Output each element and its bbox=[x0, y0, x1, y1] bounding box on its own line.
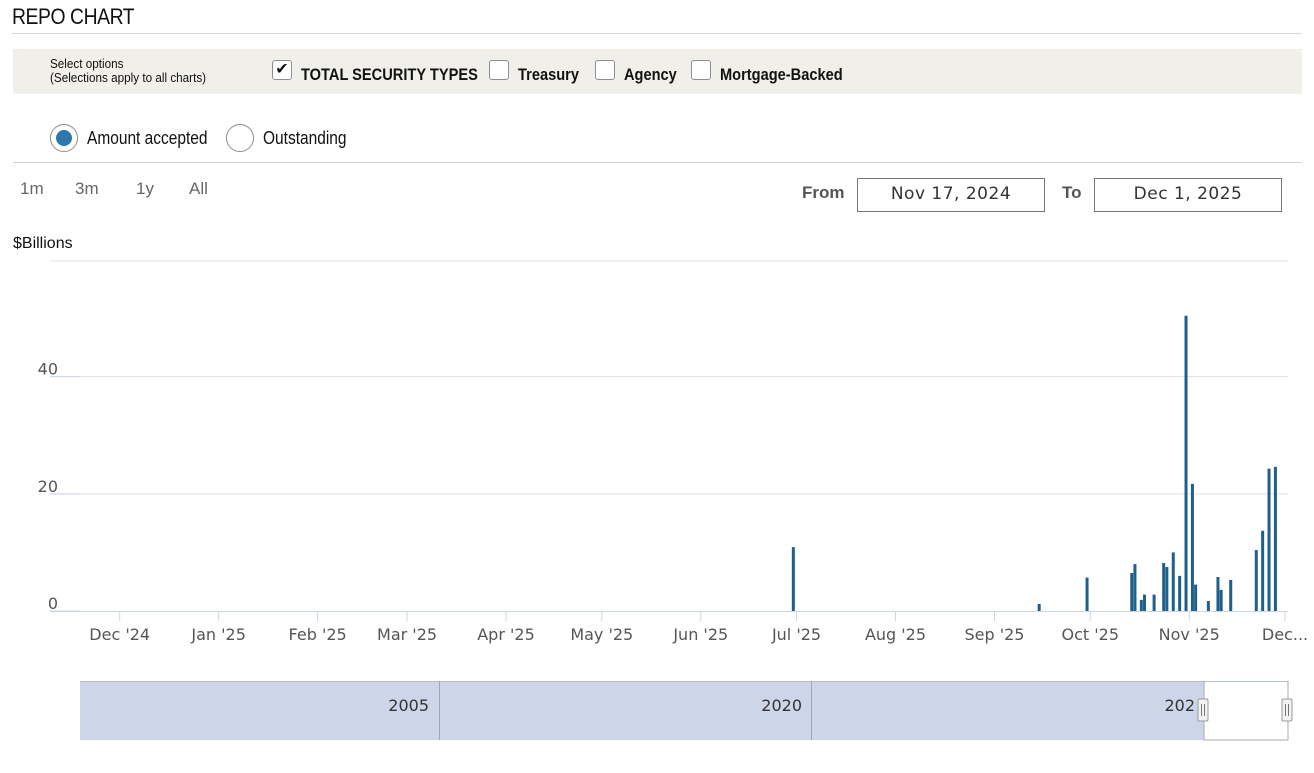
bar bbox=[1085, 577, 1089, 611]
options-label-line1: Select options bbox=[50, 56, 124, 71]
to-date-input[interactable]: Dec 1, 2025 bbox=[1094, 178, 1282, 212]
bar bbox=[1037, 603, 1041, 611]
y-tick-label: 20 bbox=[38, 477, 58, 496]
page-title: REPO CHART bbox=[12, 4, 135, 29]
bar bbox=[1130, 572, 1134, 611]
checkbox-box[interactable] bbox=[489, 60, 509, 80]
grid-lines bbox=[50, 260, 1288, 495]
range-button-3m[interactable]: 3m bbox=[75, 179, 99, 198]
y-axis-ticks: 0 20 40 bbox=[38, 360, 80, 613]
checkbox-treasury[interactable]: Treasury bbox=[489, 55, 589, 85]
bar bbox=[1178, 575, 1182, 611]
title-divider bbox=[12, 33, 1302, 34]
x-tick-label: Nov '25 bbox=[1159, 625, 1220, 644]
navigator-right-handle[interactable] bbox=[1281, 698, 1293, 722]
x-tick-label: Mar '25 bbox=[377, 625, 437, 644]
x-tick-label: Apr '25 bbox=[477, 625, 535, 644]
x-tick-label: Sep '25 bbox=[964, 625, 1024, 644]
range-button-all[interactable]: All bbox=[189, 179, 208, 198]
x-axis-ticks: Dec '24 Jan '25 Feb '25 Mar '25 Apr '25 May '… bbox=[50, 611, 1308, 644]
x-tick-label: May '25 bbox=[570, 625, 633, 644]
bar bbox=[1190, 483, 1194, 611]
bar bbox=[1273, 466, 1277, 611]
y-axis-unit-label: $Billions bbox=[13, 235, 73, 252]
x-tick-label: Oct '25 bbox=[1061, 625, 1119, 644]
bar bbox=[1216, 577, 1220, 611]
y-tick-label: 0 bbox=[48, 594, 58, 613]
bar bbox=[1219, 589, 1223, 611]
checkbox-label: Mortgage-Backed bbox=[720, 65, 843, 84]
radio-amount-accepted[interactable]: Amount accepted bbox=[50, 124, 227, 152]
bar bbox=[791, 547, 795, 611]
bar bbox=[1139, 599, 1143, 611]
radio-selected-dot bbox=[56, 130, 72, 146]
radio-circle[interactable] bbox=[226, 124, 254, 152]
x-tick-label: Dec '24 bbox=[89, 625, 150, 644]
x-tick-label: Jan '25 bbox=[190, 625, 246, 644]
bar bbox=[1133, 564, 1137, 611]
options-label-line2: (Selections apply to all charts) bbox=[50, 70, 207, 85]
navigator-window-outline bbox=[1203, 681, 1289, 741]
radio-label: Amount accepted bbox=[87, 127, 208, 148]
bar bbox=[1152, 594, 1156, 611]
navigator-label: 2020 bbox=[761, 696, 802, 715]
radio-outstanding[interactable]: Outstanding bbox=[226, 124, 360, 152]
y-tick-label: 40 bbox=[38, 360, 58, 379]
checkbox-box[interactable] bbox=[595, 60, 615, 80]
x-tick-label: Dec... bbox=[1262, 625, 1308, 644]
navigator-left-handle[interactable] bbox=[1197, 698, 1209, 722]
radio-label: Outstanding bbox=[263, 127, 347, 148]
bar bbox=[1165, 567, 1169, 611]
checkmark-icon: ✔ bbox=[275, 61, 289, 78]
from-date-input[interactable]: Nov 17, 2024 bbox=[857, 178, 1045, 212]
to-label: To bbox=[1062, 183, 1082, 202]
checkbox-mortgage-backed[interactable]: Mortgage-Backed bbox=[691, 55, 863, 85]
checkbox-agency[interactable]: Agency bbox=[595, 55, 685, 85]
checkbox-label: Agency bbox=[624, 65, 677, 84]
section-divider bbox=[13, 162, 1302, 163]
bar bbox=[1184, 315, 1188, 611]
navigator-label: 2005 bbox=[388, 696, 429, 715]
options-label: Select options (Selections apply to all … bbox=[50, 57, 206, 85]
bar bbox=[1194, 584, 1198, 611]
checkbox-box[interactable]: ✔ bbox=[272, 60, 292, 80]
checkbox-total-security-types[interactable]: ✔ TOTAL SECURITY TYPES bbox=[272, 55, 507, 85]
bar bbox=[1261, 530, 1265, 611]
range-button-1m[interactable]: 1m bbox=[20, 179, 44, 198]
checkbox-label: TOTAL SECURITY TYPES bbox=[301, 65, 478, 84]
bar bbox=[1229, 579, 1233, 611]
radio-circle[interactable] bbox=[50, 124, 78, 152]
bar bbox=[1206, 601, 1210, 611]
checkbox-label: Treasury bbox=[518, 65, 579, 84]
options-bar: Select options (Selections apply to all … bbox=[13, 49, 1302, 94]
navigator[interactable]: 2005 2020 202 bbox=[80, 681, 1293, 741]
navigator-selected-range[interactable] bbox=[80, 681, 1204, 740]
x-tick-label: Jul '25 bbox=[771, 625, 821, 644]
bar-series bbox=[791, 315, 1277, 611]
navigator-label: 202 bbox=[1164, 696, 1195, 715]
bar bbox=[1171, 552, 1175, 611]
x-tick-label: Jun '25 bbox=[672, 625, 728, 644]
range-button-1y[interactable]: 1y bbox=[136, 179, 154, 198]
bar bbox=[1162, 562, 1166, 611]
x-tick-label: Aug '25 bbox=[865, 625, 926, 644]
bar bbox=[1267, 468, 1271, 611]
bar bbox=[1254, 550, 1258, 611]
from-label: From bbox=[802, 183, 845, 202]
x-tick-label: Feb '25 bbox=[289, 625, 347, 644]
checkbox-box[interactable] bbox=[691, 60, 711, 80]
bar bbox=[1143, 594, 1147, 611]
